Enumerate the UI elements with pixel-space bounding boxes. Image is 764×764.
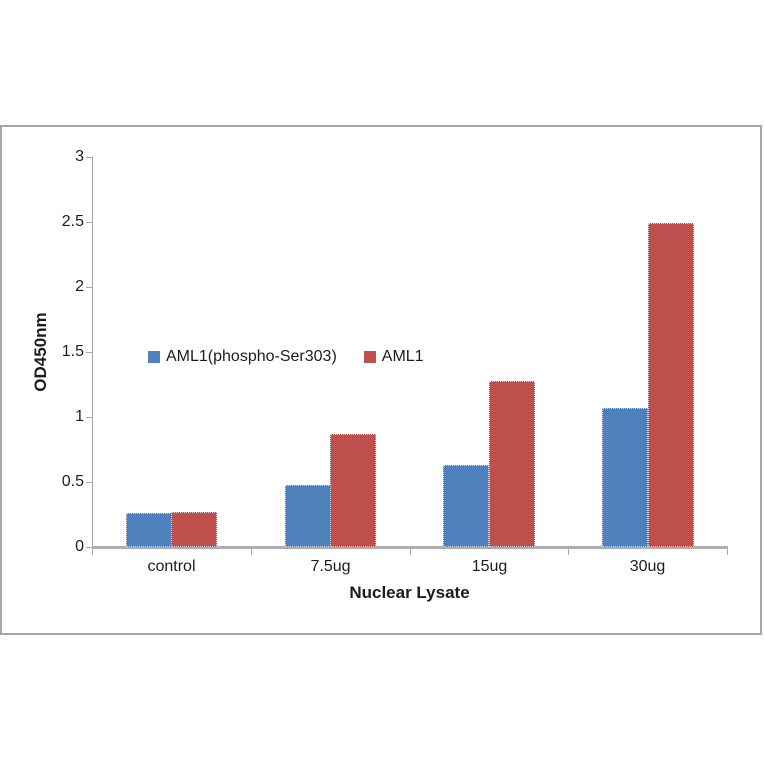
x-tick-mark [92, 549, 93, 555]
bar-aml1-control [171, 512, 217, 547]
y-tick-mark [86, 417, 92, 418]
y-tick-label: 3 [75, 148, 84, 165]
bar-aml1-15ug [489, 381, 535, 547]
chart-frame: 0 0.5 1 1.5 2 2.5 3 control 7.5ug 15ug 30ug AML1(p… [0, 125, 762, 635]
legend-label: AML1 [381, 348, 424, 365]
y-tick-label: 0.5 [61, 473, 84, 490]
category-label: 30ug [629, 558, 666, 575]
bar-aml1-phospho-ser303--control [126, 513, 172, 547]
y-tick-mark [86, 547, 92, 548]
y-axis-line [92, 157, 93, 549]
y-tick-mark [86, 482, 92, 483]
legend: AML1(phospho-Ser303) AML1 [148, 348, 424, 366]
plot-area: 0 0.5 1 1.5 2 2.5 3 control 7.5ug 15ug 30ug [2, 127, 760, 633]
x-axis-title: Nuclear Lysate [349, 583, 470, 602]
legend-label: AML1(phospho-Ser303) [166, 348, 337, 365]
y-axis-title: OD450nm [31, 312, 50, 392]
y-tick-label: 0 [75, 538, 84, 555]
bar-aml1-phospho-ser303--7.5ug [285, 485, 331, 547]
bar-aml1-phospho-ser303--30ug [602, 408, 648, 547]
y-tick-label: 2.5 [61, 213, 84, 230]
legend-swatch-icon [363, 351, 376, 363]
legend-item: AML1(phospho-Ser303) [148, 348, 337, 366]
y-tick-mark [86, 352, 92, 353]
category-label: 15ug [471, 558, 508, 575]
y-tick-label: 2 [75, 278, 84, 295]
legend-swatch-icon [148, 351, 160, 363]
category-label: 7.5ug [310, 558, 351, 575]
x-axis-line [92, 546, 728, 549]
y-tick-label: 1.5 [61, 343, 84, 360]
y-tick-label: 1 [75, 408, 84, 425]
y-tick-mark [86, 157, 92, 158]
bar-aml1-phospho-ser303--15ug [443, 465, 489, 547]
legend-item: AML1 [363, 348, 424, 366]
bar-aml1-30ug [648, 223, 694, 547]
x-tick-mark [568, 549, 569, 555]
x-tick-mark [410, 549, 411, 555]
x-tick-mark [251, 549, 252, 555]
y-tick-mark [86, 287, 92, 288]
y-tick-mark [86, 222, 92, 223]
x-tick-mark [727, 549, 728, 555]
bar-aml1-7.5ug [330, 434, 376, 547]
category-label: control [147, 558, 196, 575]
